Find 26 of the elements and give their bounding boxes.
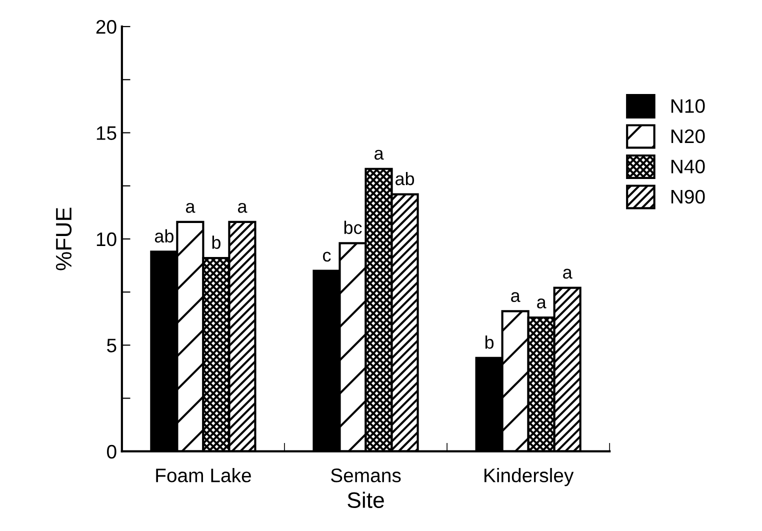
- y-tick-label: 20: [96, 20, 116, 34]
- data-label: b: [485, 336, 494, 349]
- y-axis-title: %FUE: [56, 208, 72, 270]
- x-tick-label: Kindersley: [484, 468, 574, 486]
- data-label: a: [238, 202, 248, 213]
- data-label: a: [374, 150, 384, 160]
- legend-label: N40: [671, 160, 705, 174]
- data-label: b: [212, 236, 220, 249]
- legend-label: N10: [671, 99, 705, 113]
- data-label: a: [186, 202, 196, 213]
- data-label: a: [563, 268, 572, 279]
- x-tick-label: Foam Lake: [156, 468, 251, 482]
- y-tick-label: 0: [107, 444, 116, 459]
- legend-label: N90: [671, 190, 705, 204]
- y-tick-label: 15: [96, 126, 116, 140]
- data-label: c: [323, 252, 331, 262]
- x-tick-label: Semans: [330, 468, 401, 482]
- data-label: ab: [396, 172, 414, 186]
- y-tick-label: 5: [107, 338, 116, 352]
- data-label: a: [511, 292, 520, 302]
- data-label: a: [537, 298, 546, 308]
- data-label: bc: [344, 220, 362, 234]
- x-axis-title: Site: [348, 492, 384, 508]
- y-tick-label: 10: [96, 232, 116, 246]
- legend-label: N20: [671, 129, 705, 144]
- data-label: ab: [154, 229, 174, 243]
